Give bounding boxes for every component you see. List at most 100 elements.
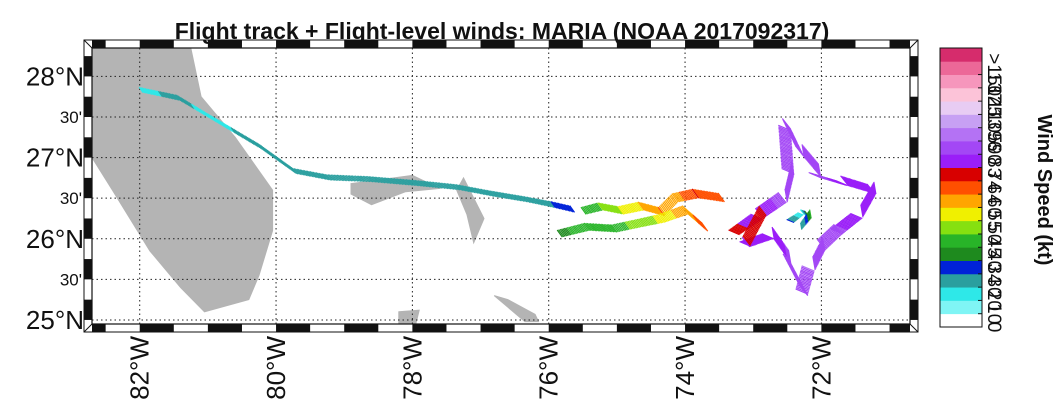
wind-barb (461, 185, 467, 192)
wind-barb (766, 199, 776, 211)
wind-barb (212, 116, 218, 124)
wind-barb (866, 193, 870, 207)
wind-barb (860, 204, 864, 218)
land-eleuthera (493, 295, 540, 323)
wind-barb (332, 174, 338, 181)
colorbar-tick-label: 50 (983, 223, 1004, 244)
wind-barb (441, 182, 447, 190)
wind-barb (774, 194, 784, 206)
wind-barb (636, 201, 644, 211)
wind-barb (563, 203, 570, 212)
wind-barb (787, 218, 796, 223)
wind-barb (482, 188, 488, 196)
wind-barb (217, 119, 222, 126)
wind-barb (717, 192, 725, 203)
wind-barb (545, 200, 552, 208)
wind-barb (219, 120, 225, 128)
wind-barb (814, 252, 818, 267)
wind-barb (562, 228, 569, 237)
wind-barb (801, 144, 805, 158)
wind-barb (816, 247, 821, 262)
wind-barb (621, 222, 628, 231)
wind-barb (803, 146, 807, 160)
frame-band (84, 177, 92, 199)
wind-barb (371, 176, 377, 183)
wind-barb (633, 202, 641, 212)
wind-barb (753, 236, 766, 243)
wind-barb (822, 233, 832, 245)
wind-barb (637, 201, 645, 211)
wind-barb (810, 155, 815, 169)
wind-barb (508, 193, 514, 201)
wind-barb (641, 202, 649, 212)
wind-barb (327, 174, 333, 181)
frame-band (139, 324, 174, 332)
wind-barb (359, 175, 365, 182)
wind-barb (294, 168, 300, 175)
wind-barb (365, 175, 371, 183)
wind-barb (808, 152, 812, 166)
wind-barb (528, 196, 534, 204)
wind-barb (314, 171, 320, 179)
wind-barb (781, 241, 786, 255)
wind-barb (491, 190, 497, 198)
colorbar-bin (940, 247, 982, 261)
wind-barb (754, 213, 763, 224)
wind-barb (703, 190, 712, 201)
wind-barb (393, 178, 399, 185)
colorbar-bin (940, 48, 982, 62)
wind-barb (569, 205, 575, 213)
wind-barb (706, 190, 715, 201)
wind-barb (607, 224, 615, 233)
wind-barb (402, 178, 408, 186)
wind-barb (613, 223, 621, 232)
wind-barb (788, 170, 793, 184)
wind-barb (672, 208, 680, 219)
wind-barb (248, 137, 254, 145)
wind-barb (678, 206, 687, 216)
wind-barb (532, 197, 538, 205)
wind-barb (709, 191, 718, 202)
wind-barb (480, 188, 486, 196)
wind-barb (666, 210, 674, 221)
frame-band (889, 40, 910, 48)
wind-barb (595, 223, 603, 232)
wind-barb (668, 196, 676, 207)
colorbar-bin (940, 127, 982, 142)
wind-barb (675, 192, 684, 202)
wind-barb (779, 144, 793, 152)
wind-barb (760, 233, 773, 240)
x-tick-label: 76°W (534, 336, 564, 400)
wind-barb (788, 217, 797, 222)
wind-barb (214, 117, 220, 124)
wind-barb (779, 137, 793, 145)
wind-barb (769, 197, 780, 209)
x-tick-label: 72°W (806, 336, 836, 400)
wind-barb (223, 123, 229, 130)
wind-barb (778, 136, 792, 143)
wind-barb (446, 183, 452, 190)
wind-barb (377, 176, 383, 184)
wind-barb (873, 181, 877, 195)
wind-barb (342, 174, 348, 182)
wind-barb (341, 174, 347, 182)
wind-barb (360, 175, 366, 183)
wind-barb (537, 198, 543, 206)
wind-barb (181, 97, 187, 105)
colorbar-bin (940, 154, 982, 168)
wind-barb (593, 203, 600, 212)
wind-barb (495, 191, 501, 198)
colorbar-tick-label: 10 (983, 303, 1004, 324)
wind-barb (558, 229, 565, 238)
frame-band (412, 40, 447, 48)
wind-barb (467, 186, 473, 193)
wind-barb (335, 174, 341, 182)
wind-barb (794, 213, 802, 218)
wind-barb (615, 205, 623, 215)
wind-barb (584, 205, 591, 214)
colorbar-bin (940, 167, 982, 182)
wind-barb (553, 201, 559, 209)
wind-barb (422, 180, 428, 188)
wind-barb (627, 220, 634, 230)
wind-barb (828, 228, 838, 240)
